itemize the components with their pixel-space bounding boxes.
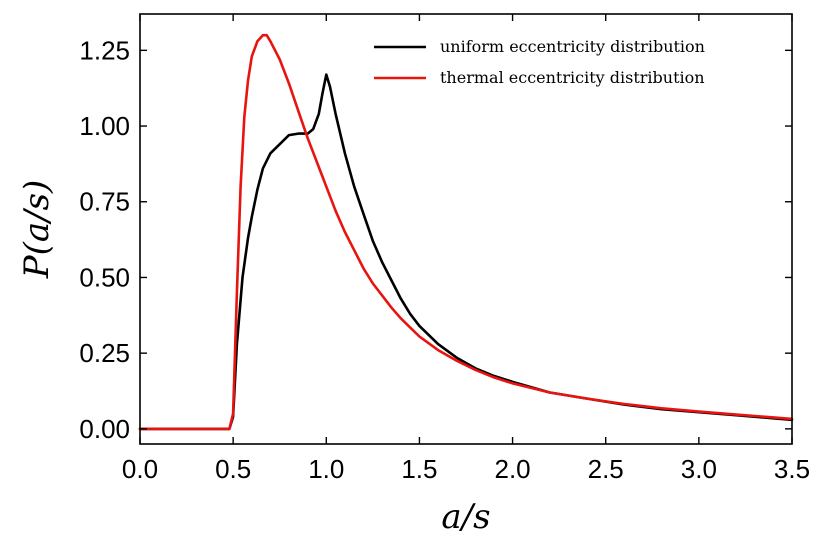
- x-tick-label: 3.0: [681, 454, 717, 484]
- x-tick-label: 3.5: [774, 454, 810, 484]
- x-tick-label: 1.5: [401, 454, 437, 484]
- x-tick-label: 0.0: [122, 454, 158, 484]
- legend-label-1: uniform eccentricity distribution: [440, 37, 705, 56]
- y-axis-label: P(a/s): [17, 180, 57, 280]
- legend: uniform eccentricity distribution thermal…: [374, 37, 705, 87]
- ticks-layer: 0.0 0.5 1.0 1.5 2.0 2.5 3.0 3.5 0.00 0.25 0.50 0.75…: [79, 14, 810, 484]
- x-tick-label: 1.0: [308, 454, 344, 484]
- series-line-2: [138, 33, 794, 431]
- series-layer: [138, 33, 794, 431]
- y-tick-label: 0.00: [79, 414, 130, 444]
- x-tick-label: 2.5: [588, 454, 624, 484]
- y-tick-label: 1.25: [79, 35, 130, 65]
- x-tick-label: 2.0: [494, 454, 530, 484]
- y-tick-label: 0.50: [79, 262, 130, 292]
- y-tick-label: 0.75: [79, 187, 130, 217]
- plot-frame: [139, 13, 793, 445]
- y-tick-label: 0.25: [79, 338, 130, 368]
- y-tick-label: 1.00: [79, 111, 130, 141]
- x-axis-label: a/s: [441, 497, 490, 537]
- legend-label-2: thermal eccentricity distribution: [440, 68, 705, 87]
- x-tick-label: 0.5: [215, 454, 251, 484]
